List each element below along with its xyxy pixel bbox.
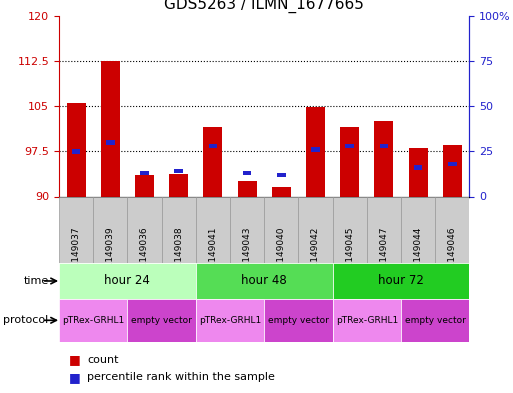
Bar — [380, 143, 388, 148]
Text: GSM1149043: GSM1149043 — [243, 226, 251, 287]
Text: GSM1149039: GSM1149039 — [106, 226, 115, 287]
Bar — [196, 196, 230, 263]
Bar — [264, 196, 299, 263]
Text: pTRex-GRHL1: pTRex-GRHL1 — [199, 316, 261, 325]
Text: GSM1149044: GSM1149044 — [413, 226, 423, 287]
Text: protocol: protocol — [4, 315, 49, 325]
Text: GSM1149046: GSM1149046 — [448, 226, 457, 287]
Bar — [67, 103, 86, 196]
Text: pTRex-GRHL1: pTRex-GRHL1 — [62, 316, 124, 325]
Bar — [311, 147, 320, 152]
Bar — [59, 196, 93, 263]
Text: GSM1149040: GSM1149040 — [277, 226, 286, 287]
Text: empty vector: empty vector — [131, 316, 192, 325]
Bar — [374, 121, 393, 196]
Bar — [332, 263, 469, 299]
Bar — [230, 196, 264, 263]
Bar — [93, 196, 127, 263]
Text: GSM1149041: GSM1149041 — [208, 226, 218, 287]
Text: empty vector: empty vector — [268, 316, 329, 325]
Text: GSM1149042: GSM1149042 — [311, 226, 320, 287]
Bar — [174, 169, 183, 173]
Text: hour 24: hour 24 — [105, 274, 150, 288]
Text: count: count — [87, 354, 119, 365]
Text: percentile rank within the sample: percentile rank within the sample — [87, 372, 275, 382]
Bar — [127, 196, 162, 263]
Text: GSM1149036: GSM1149036 — [140, 226, 149, 287]
Bar — [299, 196, 332, 263]
Text: pTRex-GRHL1: pTRex-GRHL1 — [336, 316, 398, 325]
Title: GDS5263 / ILMN_1677665: GDS5263 / ILMN_1677665 — [164, 0, 364, 13]
Bar — [401, 299, 469, 342]
Bar — [238, 182, 256, 196]
Text: hour 72: hour 72 — [378, 274, 424, 288]
Bar — [306, 107, 325, 196]
Text: hour 48: hour 48 — [241, 274, 287, 288]
Bar — [106, 140, 114, 145]
Bar — [196, 299, 264, 342]
Text: GSM1149037: GSM1149037 — [72, 226, 81, 287]
Bar — [332, 196, 367, 263]
Bar — [204, 127, 222, 196]
Bar — [135, 175, 154, 196]
Bar — [162, 196, 196, 263]
Bar — [243, 171, 251, 175]
Text: empty vector: empty vector — [405, 316, 466, 325]
Bar — [345, 143, 354, 148]
Bar — [196, 263, 332, 299]
Bar — [332, 299, 401, 342]
Text: time: time — [24, 276, 49, 286]
Bar — [409, 148, 427, 196]
Text: GSM1149038: GSM1149038 — [174, 226, 183, 287]
Bar — [435, 196, 469, 263]
Text: GSM1149045: GSM1149045 — [345, 226, 354, 287]
Bar — [59, 263, 196, 299]
Bar — [101, 61, 120, 196]
Bar — [264, 299, 332, 342]
Bar — [367, 196, 401, 263]
Bar — [448, 162, 457, 166]
Bar — [72, 149, 81, 154]
Bar — [169, 174, 188, 196]
Bar — [340, 127, 359, 196]
Text: ■: ■ — [69, 353, 81, 366]
Bar — [140, 171, 149, 175]
Bar — [443, 145, 462, 196]
Bar — [401, 196, 435, 263]
Bar — [209, 143, 217, 148]
Bar — [127, 299, 196, 342]
Bar — [277, 173, 286, 177]
Bar — [414, 165, 422, 170]
Text: GSM1149047: GSM1149047 — [380, 226, 388, 287]
Bar — [272, 187, 291, 196]
Text: ■: ■ — [69, 371, 81, 384]
Bar — [59, 299, 127, 342]
